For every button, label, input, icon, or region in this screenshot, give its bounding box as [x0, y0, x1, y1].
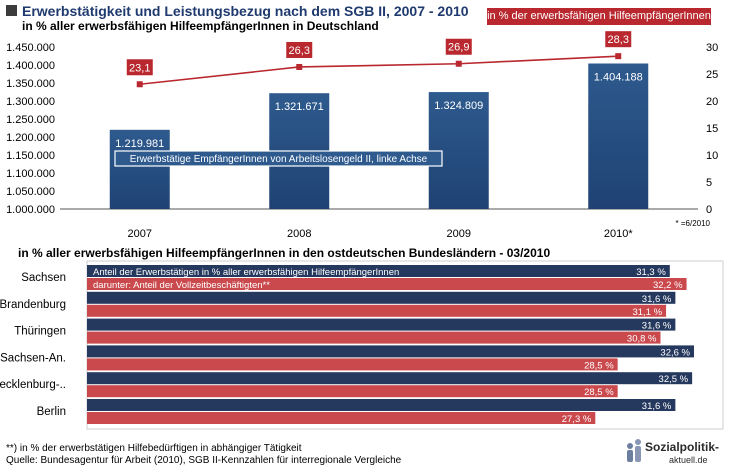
footnote-mark: * =6/2010	[676, 219, 711, 228]
fulltime-value-label: 28,5 %	[584, 360, 614, 371]
section2-title: in % aller erwerbsfähigen Hilfeempfänger…	[18, 246, 551, 260]
y-tick-label: 1.400.000	[6, 60, 55, 72]
fulltime-series-legend: darunter: Anteil der Vollzeitbeschäftigt…	[93, 280, 270, 291]
y2-tick-label: 30	[706, 42, 718, 54]
y2-tick-label: 5	[706, 177, 712, 189]
bar-value-label: 1.219.981	[115, 138, 164, 150]
fulltime-bar	[87, 358, 618, 371]
bar-series-legend-box	[114, 150, 443, 167]
employed-value-label: 31,6 %	[642, 401, 672, 412]
fulltime-value-label: 27,3 %	[562, 414, 592, 425]
x-tick-label: 2010*	[604, 228, 633, 240]
footnote: **) in % der erwerbstätigen Hilfebedürft…	[6, 443, 302, 454]
line-marker	[296, 63, 303, 70]
line-label-box	[605, 31, 632, 48]
y-tick-label: 1.200.000	[6, 132, 55, 144]
logo-people-icon	[627, 439, 641, 462]
y2-tick-label: 25	[706, 69, 718, 81]
combo-chart: 1.000.000 1.050.000 1.100.000 1.150.000 1.20…	[6, 31, 718, 240]
employed-value-label: 31,6 %	[642, 294, 672, 305]
source-note: Quelle: Bundesagentur für Arbeit (2010),…	[6, 455, 402, 466]
fulltime-bar	[87, 331, 661, 344]
y-tick-label: 1.000.000	[6, 204, 55, 216]
line-value-label: 28,3	[608, 34, 629, 46]
employed-value-label: 32,6 %	[660, 347, 690, 358]
employed-series-legend: Anteil der Erwerbstätigen in % aller erw…	[93, 267, 399, 278]
sozialpolitik-logo: Sozialpolitik- aktuell.de	[627, 439, 719, 465]
employed-bar	[87, 372, 693, 385]
chart2-frame	[86, 260, 724, 430]
state-label: Mecklenburg-..	[0, 379, 66, 391]
y-tick-label: 1.250.000	[6, 114, 55, 126]
line-marker	[455, 60, 462, 67]
x-tick-label: 2008	[287, 228, 311, 240]
chart1-labels: 1.219.981 1.321.671 1.324.809 1.404.188 Erwe…	[114, 71, 643, 167]
chart1-line: 23,1 26,3 26,9 28,3	[126, 31, 632, 88]
state-label: Thüringen	[14, 326, 66, 338]
logo-text-2: aktuell.de	[669, 455, 708, 465]
line-marker	[136, 81, 143, 88]
logo-text-1: Sozialpolitik-	[645, 440, 719, 454]
y-tick-label: 1.300.000	[6, 96, 55, 108]
state-label: Sachsen-An.	[0, 352, 66, 364]
chart1-bars	[109, 63, 649, 209]
bar-value-label: 1.324.809	[434, 100, 483, 112]
line-marker	[615, 53, 622, 60]
chart1-axes: 1.000.000 1.050.000 1.100.000 1.150.000 1.20…	[6, 42, 718, 240]
state-label: Sachsen	[21, 272, 66, 284]
state-label: Brandenburg	[0, 299, 66, 311]
y-tick-label: 1.150.000	[6, 150, 55, 162]
percentage-line	[139, 55, 619, 86]
employed-bar	[87, 318, 676, 331]
employed-bar	[87, 265, 670, 277]
y-tick-label: 1.050.000	[6, 186, 55, 198]
title-square-icon	[6, 5, 17, 16]
employed-value-label: 31,3 %	[636, 267, 666, 278]
y-tick-label: 1.450.000	[6, 42, 55, 54]
x-tick-label: 2009	[447, 228, 471, 240]
fulltime-value-label: 28,5 %	[584, 387, 614, 398]
bar	[109, 129, 170, 209]
y2-tick-label: 20	[706, 96, 718, 108]
line-value-label: 26,3	[289, 45, 310, 57]
fulltime-bar	[87, 304, 667, 317]
fulltime-value-label: 30,8 %	[627, 334, 657, 345]
y2-tick-label: 15	[706, 123, 718, 135]
line-label-box	[286, 41, 313, 58]
employed-bar	[87, 291, 676, 304]
bar-value-label: 1.321.671	[275, 101, 324, 113]
employed-value-label: 31,6 %	[642, 321, 672, 332]
y2-tick-label: 0	[706, 204, 712, 216]
x-tick-label: 2007	[128, 228, 152, 240]
fulltime-bar	[87, 412, 596, 424]
fulltime-value-label: 32,2 %	[653, 280, 683, 291]
page-subtitle: in % aller erwerbsfähigen Hilfeempfänger…	[22, 19, 379, 33]
y-tick-label: 1.100.000	[6, 168, 55, 180]
line-series-legend: in % der erwerbsfähigen HilfeempfängerIn…	[487, 8, 711, 25]
line-value-label: 23,1	[129, 62, 150, 74]
horizontal-bar-chart: 31,3 % 32,2 % Sachsen Anteil der Erwerbstät…	[0, 260, 724, 430]
y2-tick-label: 10	[706, 150, 718, 162]
line-label-box	[445, 38, 472, 55]
page-title: Erwerbstätigkeit und Leistungsbezug nach…	[22, 3, 469, 19]
line-value-label: 26,9	[448, 42, 469, 54]
fulltime-bar	[87, 385, 618, 398]
employed-value-label: 32,5 %	[659, 374, 689, 385]
employed-bar	[87, 345, 694, 358]
y-tick-label: 1.350.000	[6, 78, 55, 90]
bar-value-label: 1.404.188	[594, 71, 643, 83]
fulltime-bar	[87, 278, 687, 290]
bar-series-legend: Erwerbstätige EmpfängerInnen von Arbeits…	[130, 154, 428, 165]
state-label: Berlin	[37, 406, 66, 418]
employed-bar	[87, 399, 676, 411]
line-label-box	[126, 59, 153, 76]
chart2-bars: 31,3 % 32,2 % Sachsen Anteil der Erwerbstät…	[0, 260, 724, 430]
bar	[588, 63, 649, 209]
fulltime-value-label: 31,1 %	[632, 307, 662, 318]
